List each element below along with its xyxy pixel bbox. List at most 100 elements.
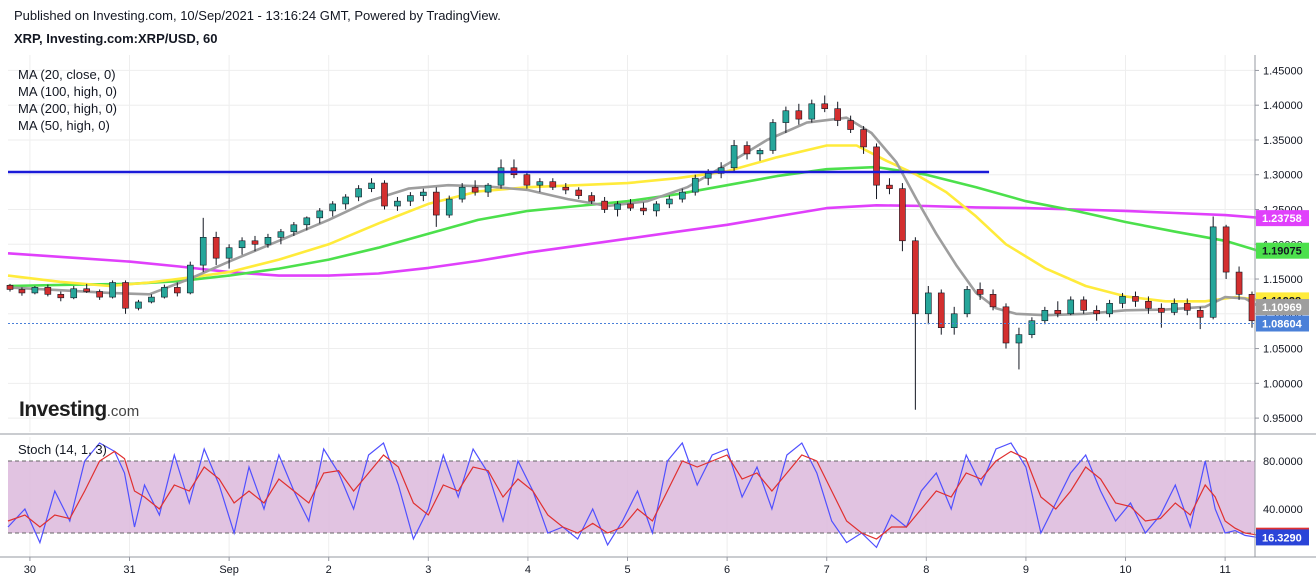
candle-body [6, 284, 14, 290]
candle-body [588, 195, 595, 202]
symbol-title: XRP, Investing.com:XRP/USD, 60 [14, 31, 218, 46]
candle-body [925, 292, 932, 315]
candle-body [212, 237, 220, 259]
stoch-d-line [7, 450, 1261, 540]
candle-body [1119, 296, 1126, 304]
candle-body [342, 196, 349, 205]
moving-average-lines [7, 116, 1261, 317]
stoch-tick-label: 40.0000 [1263, 504, 1303, 516]
y-tick-label: 1.35000 [1263, 135, 1303, 147]
candle-body [834, 108, 841, 121]
x-tick-label: 7 [824, 564, 830, 576]
ma-legend-item[interactable]: MA (20, close, 0) [18, 67, 116, 82]
candle-body [264, 237, 272, 245]
x-tick-label: Sep [219, 564, 239, 576]
candle-body [186, 264, 194, 294]
candle-body [394, 200, 401, 207]
x-tick-label: 10 [1119, 564, 1131, 576]
stoch-value-label-text: 16.3290 [1262, 532, 1302, 544]
candle-body [704, 173, 712, 179]
x-tick-label: 4 [525, 564, 531, 576]
candle-body [31, 287, 39, 294]
candle-body [497, 167, 505, 186]
stoch-legend[interactable]: Stoch (14, 1, 3) [18, 442, 107, 457]
candle-body [368, 182, 375, 189]
ma200-line [7, 204, 1261, 277]
candle-body [575, 189, 583, 196]
ma50-line [7, 144, 1261, 303]
candle-body [1093, 310, 1100, 315]
candle-body [458, 186, 466, 200]
candle-body [484, 184, 492, 193]
x-tick-label: 3 [425, 564, 431, 576]
candle-body [821, 103, 829, 109]
candle-body [1209, 226, 1217, 318]
candle-body [471, 186, 479, 193]
ma100-line [7, 165, 1261, 288]
candle-body [1080, 299, 1087, 311]
price-label-box [1256, 299, 1309, 316]
candle-body [122, 282, 129, 309]
candle-body [109, 282, 116, 298]
stochastic-panel [7, 441, 1261, 549]
candle-body [355, 188, 362, 198]
price-label-box [1256, 242, 1309, 259]
candle-body [1002, 306, 1010, 344]
candle-body [627, 203, 634, 209]
ma-legend: MA (20, close, 0) MA (100, high, 0) MA (… [18, 66, 117, 134]
candle-body [847, 120, 854, 130]
candle-body [1235, 271, 1243, 295]
candle-body [18, 289, 26, 294]
candle-body [1222, 226, 1230, 273]
candle-body [691, 177, 699, 193]
candle-body [860, 129, 867, 148]
candle-body [743, 145, 751, 155]
candle-body [381, 182, 388, 207]
candle-body [432, 191, 440, 216]
candle-body [976, 289, 984, 295]
candle-body [44, 287, 52, 295]
candle-body [601, 200, 608, 210]
price-label-text: 1.08604 [1262, 319, 1303, 331]
candle-body [886, 184, 893, 189]
x-tick-label: 8 [923, 564, 929, 576]
investing-logo: Investing.com [19, 398, 139, 422]
x-tick-label: 11 [1219, 564, 1230, 576]
stoch-k-line [7, 441, 1261, 549]
ma-legend-item[interactable]: MA (200, high, 0) [18, 101, 117, 116]
candle-body [1132, 296, 1139, 302]
candle-body [717, 167, 725, 174]
ma-legend-item[interactable]: MA (100, high, 0) [18, 84, 117, 99]
logo-name: Investing [19, 398, 107, 421]
candle-body [161, 287, 168, 298]
price-label-box [1256, 315, 1309, 332]
candle-body [912, 240, 919, 315]
candle-body [653, 203, 660, 212]
candle-body [769, 122, 777, 151]
candle-body [251, 240, 259, 245]
candle-body [614, 203, 621, 210]
candle-body [174, 287, 181, 294]
candle-body [329, 203, 336, 212]
candle-body [420, 191, 427, 196]
candle-body [148, 296, 155, 303]
candle-body [1196, 310, 1204, 318]
candle-body [96, 291, 103, 298]
candle-body [678, 191, 686, 200]
candle-body [795, 110, 803, 120]
candle-body [1067, 299, 1075, 315]
y-tick-label: 1.05000 [1263, 344, 1303, 356]
candle-body [730, 145, 738, 169]
price-label-text: 1.19075 [1262, 246, 1302, 258]
x-tick-label: 5 [624, 564, 630, 576]
ma-legend-item[interactable]: MA (50, high, 0) [18, 118, 110, 133]
y-tick-label: 0.95000 [1263, 413, 1303, 425]
candle-body [950, 313, 958, 329]
candle-body [808, 103, 816, 120]
candle-body [199, 237, 207, 266]
candle-body [1248, 294, 1256, 322]
x-tick-label: 6 [724, 564, 730, 576]
x-tick-label: 2 [326, 564, 332, 576]
candle-body [1028, 320, 1036, 335]
price-label-text: 1.23758 [1262, 213, 1302, 225]
